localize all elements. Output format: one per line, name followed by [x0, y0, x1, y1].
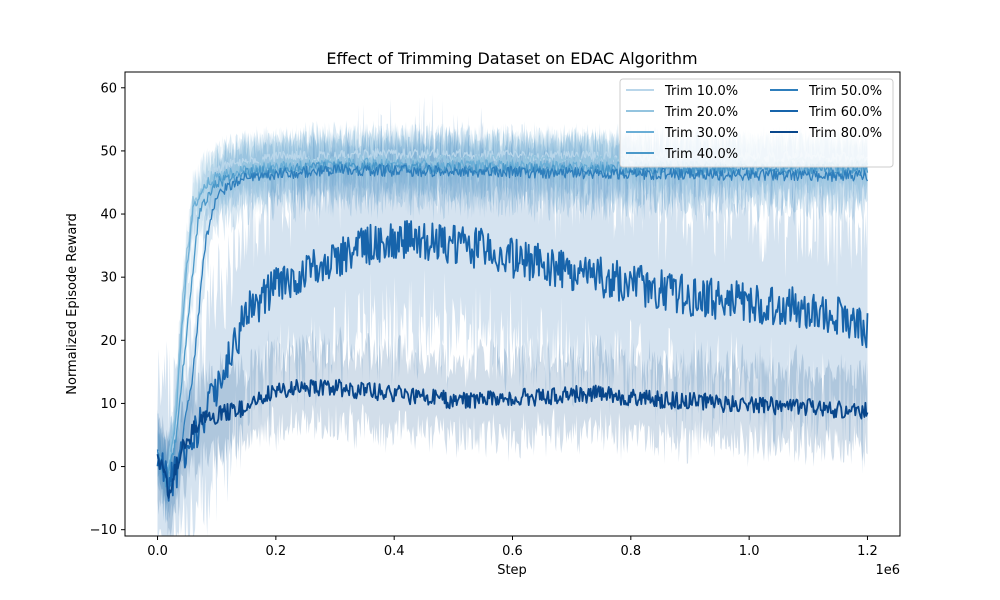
y-tick-label: 10 [100, 397, 117, 412]
series-band-7 [157, 326, 868, 536]
y-tick-label: 30 [100, 271, 117, 286]
x-axis-title: Step [497, 563, 527, 578]
x-tick-label: 0.2 [266, 544, 287, 559]
y-tick-label: 60 [100, 81, 117, 96]
y-tick-label: 20 [100, 334, 117, 349]
y-axis-title: Normalized Episode Reward [65, 213, 80, 394]
legend: Trim 10.0% Trim 20.0% Trim 30.0% Trim 40.0%… [619, 78, 894, 168]
x-tick-label: 0.4 [384, 544, 405, 559]
series-band-6 [157, 94, 868, 536]
legend-label: Trim 30.0% [664, 126, 738, 141]
chart-title: Effect of Trimming Dataset on EDAC Algor… [326, 49, 697, 68]
legend-box [619, 78, 894, 168]
x-axis-offset-label: 1e6 [875, 563, 900, 578]
legend-label: Trim 60.0% [808, 105, 882, 120]
x-tick-label: 0.6 [502, 544, 523, 559]
legend-label: Trim 40.0% [664, 147, 738, 162]
y-tick-label: −10 [90, 523, 117, 538]
x-tick-label: 0.8 [620, 544, 641, 559]
series-line-5 [156, 163, 869, 488]
x-axis: 0.0 0.2 0.4 0.6 0.8 1.0 1.2 [147, 536, 878, 559]
series-line-7 [156, 378, 869, 499]
x-tick-label: 1.2 [857, 544, 878, 559]
legend-label: Trim 80.0% [808, 126, 882, 141]
y-tick-label: 50 [100, 144, 117, 159]
legend-label: Trim 20.0% [664, 105, 738, 120]
y-axis: −10 0 10 20 30 40 50 60 [90, 81, 125, 538]
y-tick-label: 40 [100, 208, 117, 223]
legend-label: Trim 10.0% [664, 84, 738, 99]
y-tick-label: 0 [109, 460, 117, 475]
x-tick-label: 1.0 [739, 544, 760, 559]
x-tick-label: 0.0 [147, 544, 168, 559]
legend-label: Trim 50.0% [808, 84, 882, 99]
series-line-6 [156, 219, 869, 502]
